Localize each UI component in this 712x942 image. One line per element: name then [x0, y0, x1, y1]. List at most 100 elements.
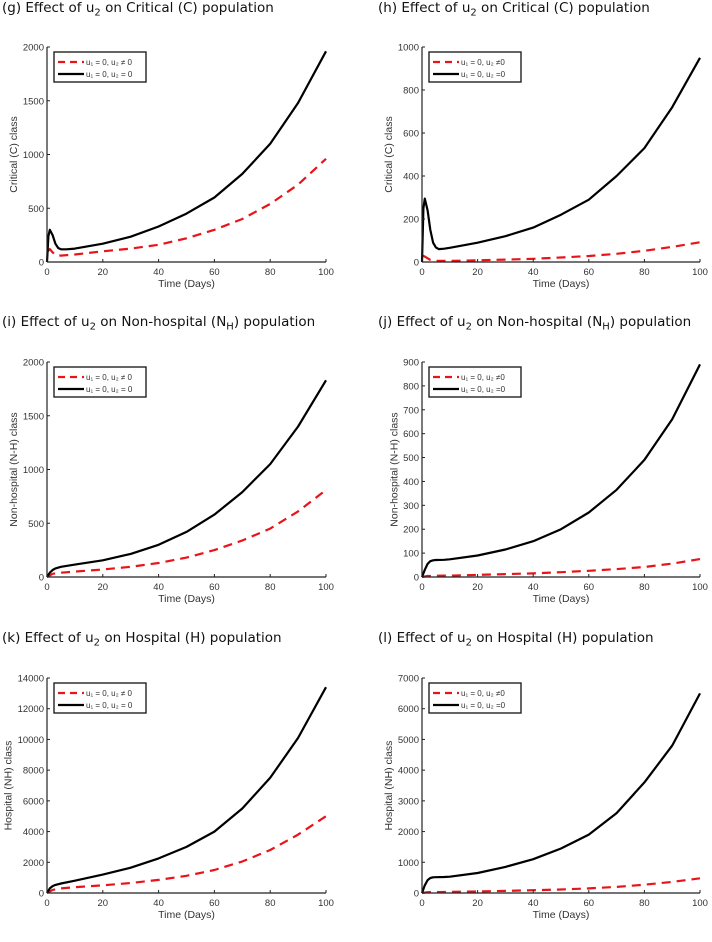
y-tick-label: 3000 — [398, 796, 419, 807]
x-tick-label: 0 — [419, 267, 424, 278]
title-part: (l) Effect of u — [378, 630, 466, 646]
y-axis-label: Hospital (NH) class — [3, 741, 15, 831]
panel-k: 0 20 40 60 80 100 0 2000 4000 6000 8000 10000 12000 1… — [3, 674, 334, 922]
x-tick-label: 20 — [98, 582, 109, 593]
y-tick-label: 500 — [403, 453, 419, 464]
series-line-control — [46, 157, 327, 257]
y-tick-label: 0 — [414, 573, 419, 584]
x-tick-label: 20 — [472, 898, 483, 909]
y-tick-label: 1000 — [23, 465, 44, 476]
x-tick-label: 20 — [98, 267, 109, 278]
series-line-control — [422, 241, 701, 262]
y-axis-label: Critical (C) class — [383, 116, 395, 192]
title-part: (i) Effect of u — [2, 314, 90, 330]
legend-label: u₁ = 0, u₂ =0 — [461, 385, 506, 394]
series-line-control — [46, 815, 327, 894]
y-tick-label: 0 — [39, 573, 44, 584]
legend-box — [53, 682, 147, 714]
x-tick-label: 100 — [318, 267, 334, 278]
legend-label: u₁ = 0, u₂ ≠ 0 — [86, 373, 133, 382]
title-part: on Hospital (H) population — [100, 630, 282, 646]
legend-box — [53, 366, 147, 398]
panel-title-l: (l) Effect of u2 on Hospital (H) populat… — [378, 630, 654, 649]
y-tick-label: 800 — [403, 86, 419, 97]
x-tick-label: 60 — [584, 582, 595, 593]
x-tick-label: 80 — [639, 898, 650, 909]
x-tick-label: 80 — [265, 267, 276, 278]
x-tick-label: 0 — [44, 898, 49, 909]
x-tick-label: 0 — [44, 267, 49, 278]
title-part: 2 — [465, 637, 472, 649]
title-part: (g) Effect of u — [2, 0, 95, 16]
legend-label: u₁ = 0, u₂ =0 — [461, 701, 506, 710]
x-tick-label: 60 — [584, 898, 595, 909]
title-part: 2 — [94, 7, 101, 19]
title-part: on Non-hospital (N — [95, 314, 227, 330]
y-axis-label: Non-hospital (N-H) class — [8, 412, 20, 526]
title-part: 2 — [470, 7, 477, 19]
x-tick-label: 60 — [209, 898, 220, 909]
x-tick-label: 100 — [692, 582, 708, 593]
legend-label: u₁ = 0, u₂ ≠0 — [461, 373, 505, 382]
x-tick-label: 20 — [472, 267, 483, 278]
x-tick-label: 80 — [265, 582, 276, 593]
series-line-control — [421, 558, 701, 579]
series-line-no-control — [46, 379, 327, 578]
y-tick-label: 600 — [403, 429, 419, 440]
legend-label: u₁ = 0, u₂ = 0 — [86, 701, 133, 710]
y-tick-label: 0 — [39, 258, 44, 269]
legend-box — [428, 366, 522, 398]
y-tick-label: 300 — [403, 501, 419, 512]
y-tick-label: 1000 — [398, 858, 419, 869]
panel-l: 0 20 40 60 80 1000100020003000400050006000700… — [383, 674, 708, 922]
legend-box — [428, 682, 522, 714]
y-tick-label: 1500 — [23, 411, 44, 422]
y-tick-label: 2000 — [23, 358, 44, 369]
title-part: on Critical (C) population — [100, 0, 274, 16]
x-tick-label: 80 — [265, 898, 276, 909]
series-line-no-control — [420, 692, 701, 894]
series-line-no-control — [420, 363, 701, 578]
y-tick-label: 400 — [403, 172, 419, 183]
title-part: H — [226, 321, 234, 333]
y-tick-label: 200 — [403, 525, 419, 536]
x-axis-label: Time (Days) — [158, 593, 215, 605]
title-part: (k) Effect of u — [2, 630, 94, 646]
title-part: H — [602, 321, 610, 333]
y-tick-label: 8000 — [23, 766, 44, 777]
panel-j: 0 20 40 60 80 100 0 100 200 300 400 500 600 700 800 900… — [389, 358, 708, 606]
x-tick-label: 100 — [692, 898, 708, 909]
x-tick-label: 80 — [639, 582, 650, 593]
x-tick-label: 0 — [419, 582, 424, 593]
x-tick-label: 40 — [153, 267, 164, 278]
legend-label: u₁ = 0, u₂ ≠0 — [461, 58, 505, 67]
y-tick-label: 6000 — [398, 704, 419, 715]
series-line-control — [46, 489, 327, 578]
legend-label: u₁ = 0, u₂ = 0 — [86, 385, 133, 394]
x-tick-label: 0 — [44, 582, 49, 593]
x-tick-label: 60 — [209, 267, 220, 278]
y-axis-label: Hospital (NH) class — [383, 741, 395, 831]
title-part: 2 — [89, 321, 96, 333]
legend-label: u₁ = 0, u₂ ≠ 0 — [86, 689, 133, 698]
x-tick-label: 60 — [209, 582, 220, 593]
y-tick-label: 900 — [403, 358, 419, 369]
y-tick-label: 0 — [414, 889, 419, 900]
panel-title-j: (j) Effect of u2 on Non-hospital (NH) po… — [378, 314, 691, 333]
x-axis-label: Time (Days) — [158, 278, 215, 290]
x-tick-label: 100 — [318, 582, 334, 593]
y-tick-label: 0 — [414, 258, 419, 269]
x-axis-label: Time (Days) — [533, 278, 590, 290]
legend-label: u₁ = 0, u₂ ≠ 0 — [86, 58, 133, 67]
panel-title-i: (i) Effect of u2 on Non-hospital (NH) po… — [2, 314, 315, 333]
x-axis-label: Time (Days) — [158, 909, 215, 921]
y-tick-label: 400 — [403, 477, 419, 488]
y-tick-label: 2000 — [23, 858, 44, 869]
title-part: 2 — [93, 637, 101, 649]
y-tick-label: 4000 — [23, 827, 44, 838]
